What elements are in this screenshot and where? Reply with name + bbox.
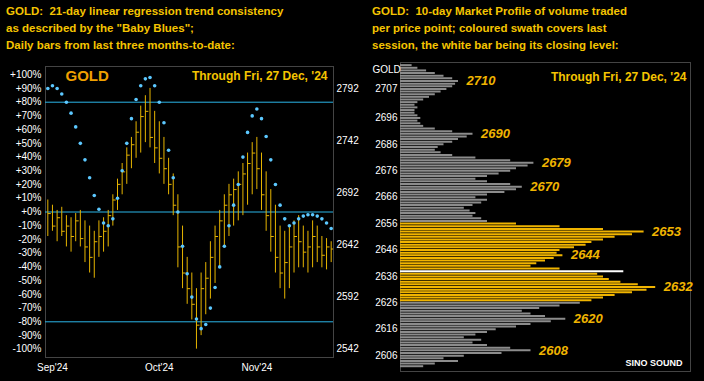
svg-text:2616: 2616	[375, 323, 398, 334]
svg-text:-100%: -100%	[13, 343, 42, 354]
svg-text:+90%: +90%	[16, 83, 42, 94]
svg-text:+50%: +50%	[16, 138, 42, 149]
svg-text:-90%: -90%	[18, 330, 41, 341]
svg-text:2653: 2653	[651, 224, 682, 239]
svg-text:2676: 2676	[375, 165, 398, 176]
svg-text:SINO SOUND: SINO SOUND	[625, 358, 683, 368]
svg-text:2646: 2646	[375, 244, 398, 255]
svg-text:2626: 2626	[375, 297, 398, 308]
svg-text:-80%: -80%	[18, 316, 41, 327]
svg-text:-10%: -10%	[18, 220, 41, 231]
svg-text:2636: 2636	[375, 271, 398, 282]
svg-text:GOLD: GOLD	[373, 64, 401, 75]
svg-text:Through Fri, 27 Dec, '24: Through Fri, 27 Dec, '24	[192, 69, 328, 83]
svg-text:2592: 2592	[337, 291, 360, 302]
svg-text:Sep'24: Sep'24	[37, 362, 68, 373]
svg-text:-20%: -20%	[18, 234, 41, 245]
svg-text:2692: 2692	[337, 187, 360, 198]
svg-text:+40%: +40%	[16, 151, 42, 162]
svg-text:GOLD: GOLD	[66, 67, 109, 84]
svg-text:2686: 2686	[375, 139, 398, 150]
svg-text:2606: 2606	[375, 350, 398, 361]
svg-text:+100%: +100%	[10, 69, 42, 80]
svg-text:2710: 2710	[466, 73, 497, 88]
svg-text:Through Fri, 27 Dec, '24: Through Fri, 27 Dec, '24	[551, 70, 687, 84]
svg-text:+80%: +80%	[16, 96, 42, 107]
svg-text:-30%: -30%	[18, 247, 41, 258]
svg-text:2542: 2542	[337, 343, 360, 354]
html-text:GOLD: 21-day linear regression: GOLD: 21-day linear regression trend con…	[6, 5, 284, 51]
svg-text:2792: 2792	[337, 83, 360, 94]
svg-text:+20%: +20%	[16, 179, 42, 190]
svg-text:+70%: +70%	[16, 110, 42, 121]
svg-text:2632: 2632	[663, 279, 694, 294]
svg-text:2696: 2696	[375, 112, 398, 123]
svg-text:Nov'24: Nov'24	[241, 362, 272, 373]
svg-text:+30%: +30%	[16, 165, 42, 176]
svg-text:-70%: -70%	[18, 302, 41, 313]
svg-text:2644: 2644	[570, 247, 601, 262]
svg-text:Oct'24: Oct'24	[145, 362, 174, 373]
svg-text:2620: 2620	[573, 311, 604, 326]
svg-text:+0%: +0%	[21, 206, 41, 217]
svg-text:-40%: -40%	[18, 261, 41, 272]
svg-text:2608: 2608	[538, 343, 569, 358]
svg-text:+10%: +10%	[16, 192, 42, 203]
svg-text:2690: 2690	[480, 126, 511, 141]
svg-text:-50%: -50%	[18, 275, 41, 286]
svg-text:2666: 2666	[375, 191, 398, 202]
svg-text:2679: 2679	[541, 155, 572, 170]
svg-text:2670: 2670	[529, 179, 560, 194]
svg-text:2642: 2642	[337, 239, 360, 250]
svg-text:2707: 2707	[375, 83, 398, 94]
svg-text:2656: 2656	[375, 218, 398, 229]
html-text:GOLD: 10-day Market Profile of: GOLD: 10-day Market Profile of volume tr…	[372, 5, 627, 51]
svg-text:-60%: -60%	[18, 289, 41, 300]
svg-text:2742: 2742	[337, 135, 360, 146]
svg-text:+60%: +60%	[16, 124, 42, 135]
